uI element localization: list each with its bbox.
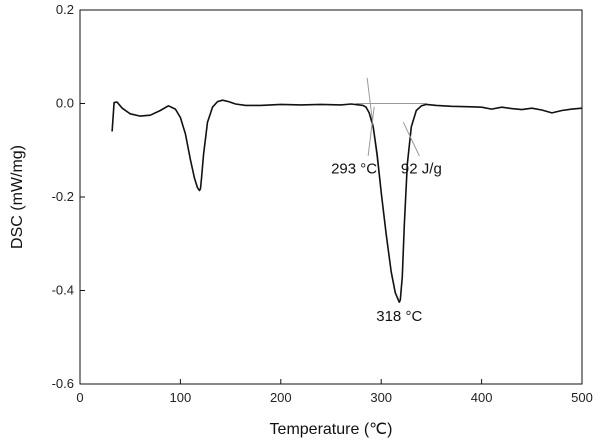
x-tick-label: 200 bbox=[270, 390, 292, 405]
annotation-label: 318 °C bbox=[376, 308, 422, 325]
x-tick-label: 300 bbox=[370, 390, 392, 405]
x-axis-title: Temperature (℃) bbox=[270, 421, 393, 438]
x-tick-label: 400 bbox=[471, 390, 493, 405]
annotation-leader bbox=[367, 106, 375, 156]
plot-frame bbox=[79, 9, 583, 385]
y-tick-label: -0.4 bbox=[52, 283, 74, 298]
x-tick-label: 500 bbox=[571, 390, 593, 405]
axis-ticks: 0 100 200 300 400 500 -0.6 -0.4 -0.2 0.0 0.2 bbox=[52, 2, 593, 405]
x-tick-label: 0 bbox=[76, 390, 83, 405]
y-tick-label: -0.6 bbox=[52, 376, 74, 391]
y-axis-title: DSC (mW/mg) bbox=[9, 145, 26, 249]
y-tick-label: 0.2 bbox=[56, 2, 74, 17]
annotation-label: 92 J/g bbox=[401, 161, 442, 178]
y-tick-label: -0.2 bbox=[52, 189, 74, 204]
y-tick-label: 0.0 bbox=[56, 96, 74, 111]
annotations: 293 °C 92 J/g 318 °C bbox=[331, 106, 442, 325]
x-tick-label: 100 bbox=[170, 390, 192, 405]
dsc-curve bbox=[111, 99, 583, 303]
annotation-label: 293 °C bbox=[331, 161, 377, 178]
annotation-leader bbox=[402, 121, 420, 157]
